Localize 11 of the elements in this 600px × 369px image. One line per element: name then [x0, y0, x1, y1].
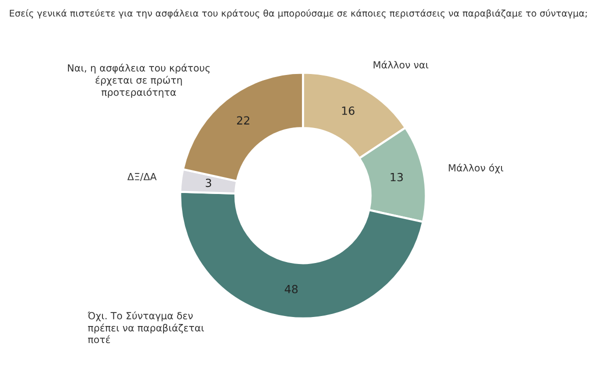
slice-label: Μάλλον ναι: [374, 60, 428, 69]
data-label: 22: [237, 116, 250, 124]
data-label: 16: [342, 106, 354, 115]
slice-label: Όχι. Το Σύνταγμα δεν πρέπει να παραβιάζεται ποτέ: [88, 311, 204, 344]
chart-title: Εσείς γενικά πιστεύετε για την ασφάλεια του κράτους θα μπορούσαμε σε κάποιες περιστάσεις να παραβιάζαμε το σύνταγμα;: [10, 9, 587, 18]
slice-label: Μάλλον όχι: [448, 164, 504, 174]
data-label: 13: [390, 172, 403, 182]
data-label: 48: [284, 284, 298, 294]
slice-label: ΔΞ/ΔΑ: [127, 173, 157, 182]
slice-label: Ναι, η ασφάλεια του κράτους έρχεται σε πρώτη προτεραιότητα: [68, 64, 210, 98]
data-label: 3: [206, 178, 212, 188]
